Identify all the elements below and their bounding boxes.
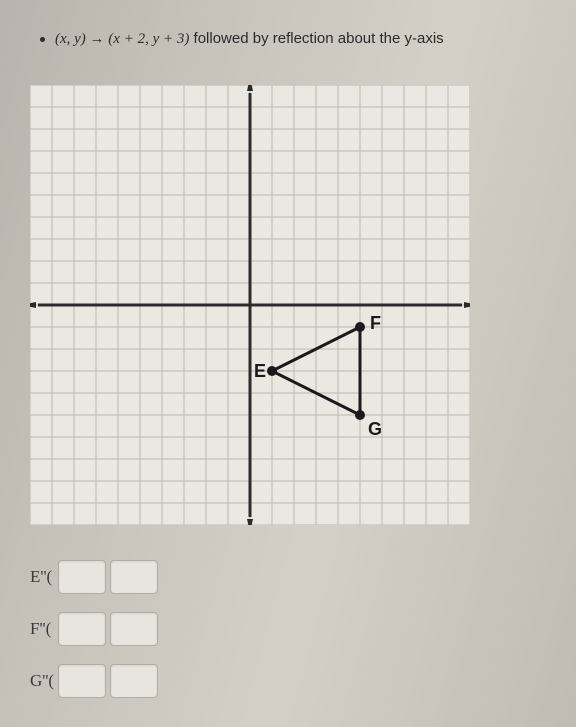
transformation-rule: (x, y) → (x + 2, y + 3) (55, 31, 189, 47)
coordinate-chart: E F G (30, 85, 470, 525)
answer-input-area: E''( F''( G''( (30, 560, 158, 698)
svg-text:E: E (254, 361, 266, 381)
svg-text:G: G (368, 419, 382, 439)
answer-f-x-input[interactable] (58, 612, 106, 646)
answer-label-e: E''( (30, 567, 54, 587)
answer-g-x-input[interactable] (58, 664, 106, 698)
answer-label-g: G''( (30, 671, 54, 691)
answer-g-y-input[interactable] (110, 664, 158, 698)
grid-svg: E F G (30, 85, 470, 525)
problem-suffix: followed by reflection about the y-axis (189, 30, 443, 47)
answer-label-f: F''( (30, 619, 54, 639)
answer-row-g: G''( (30, 664, 158, 698)
answer-e-x-input[interactable] (58, 560, 106, 594)
answer-row-f: F''( (30, 612, 158, 646)
answer-row-e: E''( (30, 560, 158, 594)
bullet-icon (40, 37, 45, 42)
svg-text:F: F (370, 313, 381, 333)
answer-f-y-input[interactable] (110, 612, 158, 646)
problem-statement: (x, y) → (x + 2, y + 3) followed by refl… (40, 30, 556, 48)
problem-text: (x, y) → (x + 2, y + 3) followed by refl… (55, 30, 444, 48)
answer-e-y-input[interactable] (110, 560, 158, 594)
